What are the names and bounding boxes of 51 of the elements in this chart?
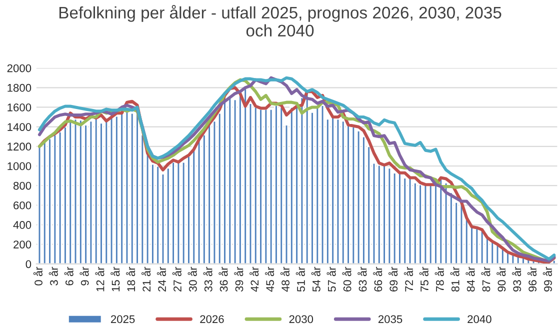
x-tick-label: 48 år (280, 266, 290, 292)
x-tick-label: 93 år (512, 266, 522, 292)
y-tick-label: 400 (13, 221, 32, 229)
y-tick-label: 800 (13, 182, 32, 190)
x-tick-label: 60 år (342, 266, 352, 292)
x-tick-label: 66 år (373, 266, 382, 292)
x-tick-label: 75 år (419, 266, 428, 292)
x-tick-label: 18 år (126, 266, 136, 292)
x-tick-label: 57 år (326, 266, 336, 292)
x-tick-label: 39 år (234, 266, 244, 292)
legend-label: 2035 (378, 315, 402, 324)
x-tick-label: 27 år (172, 266, 182, 292)
legend-label: 2026 (200, 315, 224, 324)
y-tick-label: 1200 (8, 142, 32, 151)
x-tick-label: 96 år (527, 266, 537, 292)
x-tick-label: 12 år (95, 266, 104, 292)
x-tick-label: 51 år (296, 266, 305, 292)
y-tick-label: 0 (26, 260, 32, 268)
x-tick-label: 54 år (311, 266, 320, 292)
x-tick-label: 30 år (188, 266, 197, 292)
x-tick-label: 69 år (388, 266, 398, 292)
y-tick-label: 600 (14, 201, 32, 210)
y-tick-label: 1800 (8, 84, 32, 92)
x-tick-label: 63 år (358, 266, 367, 292)
legend-label: 2030 (289, 315, 314, 324)
y-tick-label: 1600 (8, 104, 32, 112)
x-tick-label: 9 år (80, 266, 89, 286)
legend-label: 2040 (468, 315, 492, 324)
x-tick-label: 0 år (33, 266, 42, 286)
x-tick-label: 84 år (466, 266, 475, 292)
legend-label: 2025 (110, 315, 135, 324)
x-tick-label: 81 år (450, 266, 460, 292)
x-tick-label: 33 år (203, 266, 212, 292)
x-tick-label: 3 år (48, 266, 58, 286)
x-tick-label: 21 år (141, 266, 151, 292)
chart-title: Befolkning per ålder - utfall 2025, prognos 2026, 2030, 2035 och 2040 (59, 4, 502, 37)
x-tick-label: 99 år (542, 266, 552, 292)
x-tick-label: 6 år (64, 266, 74, 286)
x-tick-label: 24 år (156, 266, 166, 292)
x-tick-label: 78 år (434, 266, 444, 292)
x-tick-label: 87 år (481, 266, 490, 292)
y-tick-label: 1400 (8, 123, 32, 131)
x-tick-label: 72 år (404, 266, 413, 292)
x-tick-label: 36 år (218, 266, 228, 292)
y-tick-label: 2000 (7, 64, 32, 72)
x-tick-label: 15 år (110, 266, 120, 292)
y-tick-label: 200 (14, 240, 32, 248)
x-tick-label: 42 år (250, 266, 259, 292)
x-tick-label: 90 år (496, 266, 506, 292)
y-tick-label: 1000 (8, 162, 32, 170)
x-tick-label: 45 år (264, 266, 274, 292)
